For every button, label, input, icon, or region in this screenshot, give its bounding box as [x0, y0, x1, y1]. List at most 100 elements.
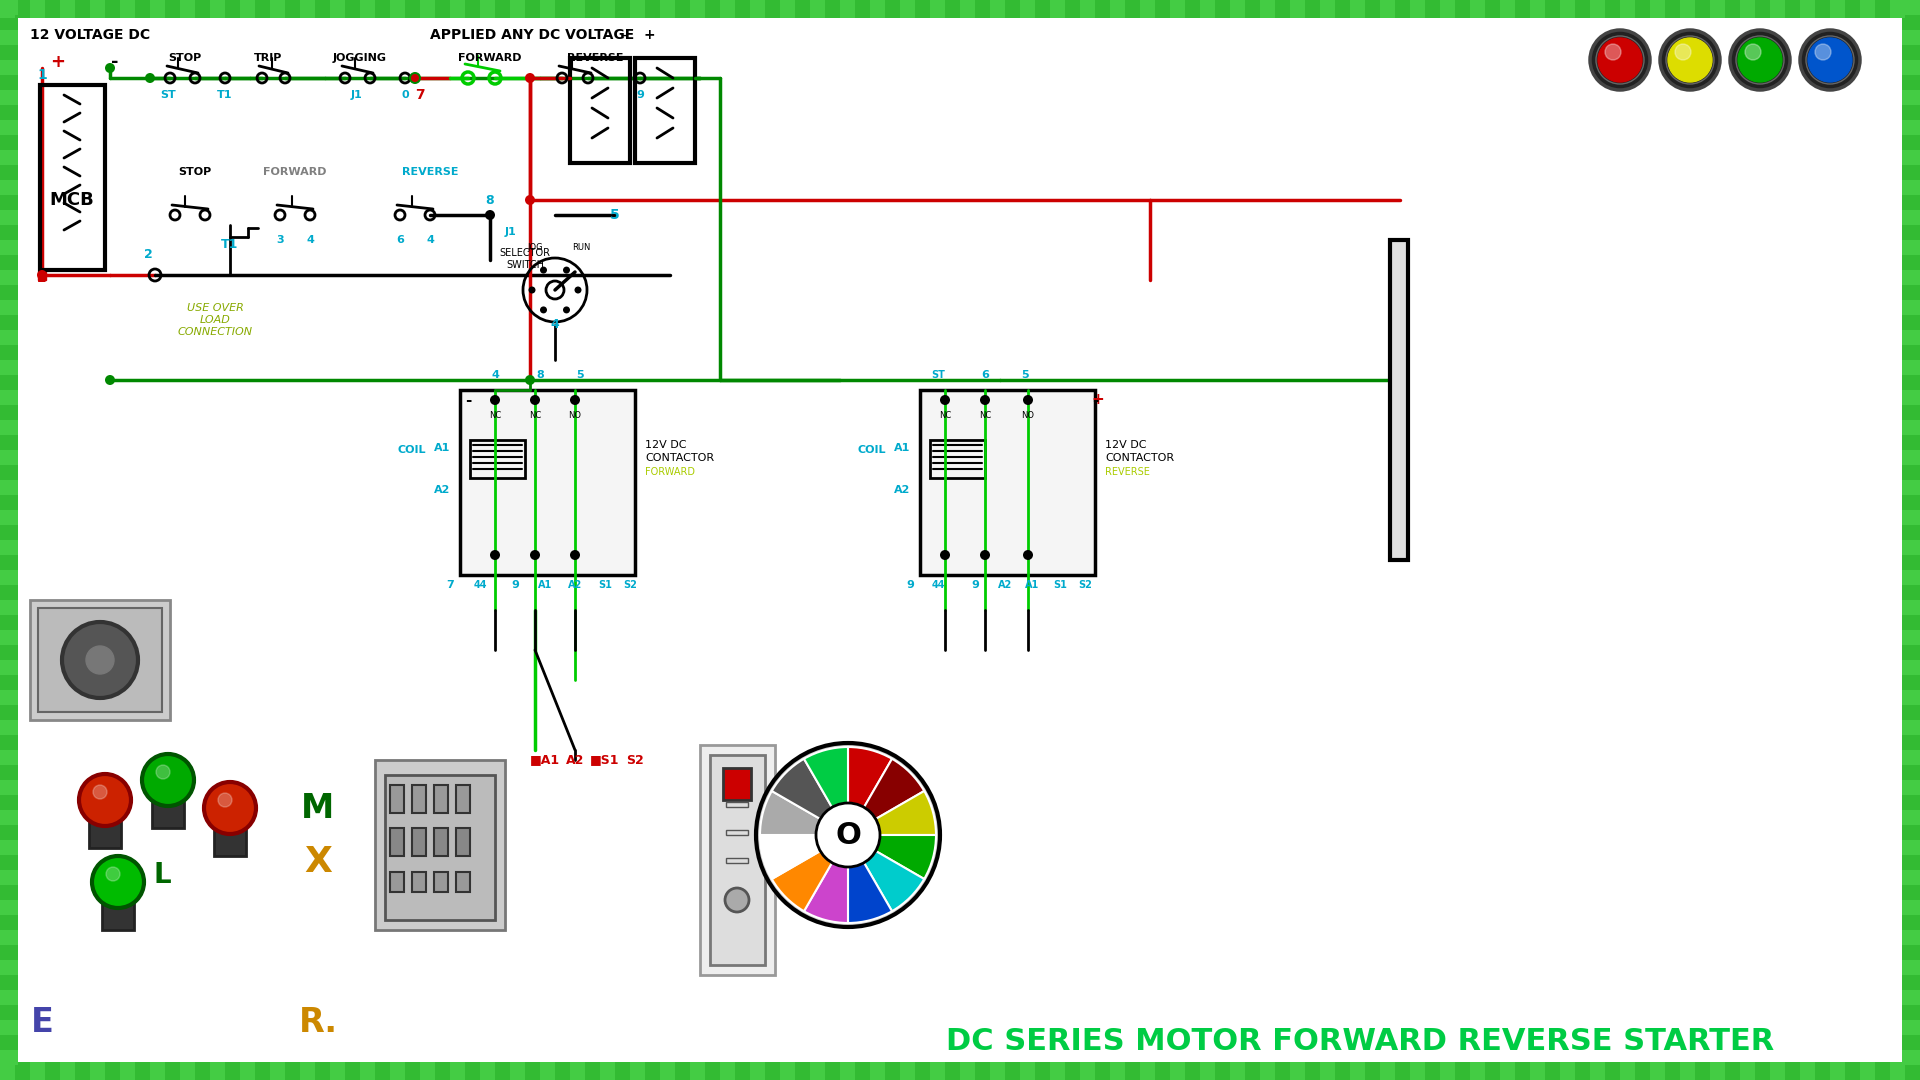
Text: ■A1: ■A1 [530, 754, 561, 767]
Text: 9: 9 [906, 580, 914, 590]
Circle shape [411, 75, 419, 82]
Bar [1903, 570, 1920, 585]
Text: SELECTOR
SWITCH: SELECTOR SWITCH [499, 248, 551, 270]
Bar [1711, 1062, 1724, 1080]
Bar [599, 1062, 614, 1080]
Text: +: + [50, 53, 65, 71]
Text: ST: ST [931, 370, 945, 380]
Bar [1903, 180, 1920, 195]
Bar [870, 0, 885, 18]
Bar [457, 872, 470, 892]
Bar [1830, 1062, 1845, 1080]
Bar [0, 960, 17, 975]
Bar [0, 780, 17, 795]
Bar [1321, 0, 1334, 18]
Wedge shape [849, 835, 924, 912]
Bar [1903, 240, 1920, 255]
Wedge shape [804, 835, 849, 923]
Text: 12 VOLTAGE DC: 12 VOLTAGE DC [31, 28, 150, 42]
Bar [1903, 90, 1920, 105]
Circle shape [1674, 44, 1692, 60]
Text: 44: 44 [931, 580, 945, 590]
Bar [1559, 1062, 1574, 1080]
Bar [390, 785, 403, 813]
Bar [449, 0, 465, 18]
Bar [1380, 0, 1396, 18]
Bar [0, 600, 17, 615]
Bar [724, 768, 751, 800]
Circle shape [1023, 550, 1033, 561]
Text: A1: A1 [1025, 580, 1039, 590]
Bar [1590, 1062, 1605, 1080]
Bar [920, 390, 1094, 575]
Bar [1711, 0, 1724, 18]
Bar [841, 0, 854, 18]
Text: -: - [465, 392, 470, 407]
Bar [1350, 0, 1365, 18]
Bar [1530, 0, 1546, 18]
Bar [90, 1062, 106, 1080]
Bar [1620, 1062, 1636, 1080]
Bar [0, 540, 17, 555]
Bar [1830, 0, 1845, 18]
Bar [1770, 0, 1786, 18]
Bar [480, 0, 495, 18]
Bar [0, 180, 17, 195]
Bar [449, 1062, 465, 1080]
Bar [1500, 1062, 1515, 1080]
Text: APPLIED ANY DC VOLTAGE  +: APPLIED ANY DC VOLTAGE + [430, 28, 655, 42]
Bar [960, 1062, 975, 1080]
Bar [119, 1062, 134, 1080]
Bar [0, 1050, 17, 1065]
Text: COIL: COIL [858, 445, 887, 455]
Bar [991, 1062, 1004, 1080]
Text: A2: A2 [434, 485, 449, 495]
Wedge shape [849, 835, 937, 879]
Text: 4: 4 [426, 235, 434, 245]
Bar [1903, 480, 1920, 495]
Bar [1500, 0, 1515, 18]
Circle shape [106, 63, 115, 73]
Circle shape [219, 793, 232, 807]
Bar [1260, 1062, 1275, 1080]
Bar [1903, 390, 1920, 405]
Bar [150, 1062, 165, 1080]
Bar [1860, 0, 1876, 18]
Text: ■S1: ■S1 [589, 754, 620, 767]
Circle shape [106, 375, 115, 384]
Bar [0, 0, 15, 18]
Circle shape [530, 395, 540, 405]
Bar [434, 785, 447, 813]
Bar [0, 660, 17, 675]
Text: NO: NO [1021, 410, 1035, 419]
Bar [1903, 150, 1920, 165]
Bar [1903, 870, 1920, 885]
Bar [1471, 0, 1484, 18]
Bar [1079, 0, 1094, 18]
Bar [810, 0, 826, 18]
Bar [1903, 510, 1920, 525]
Circle shape [1801, 30, 1860, 90]
Text: COIL: COIL [397, 445, 426, 455]
Bar [271, 0, 284, 18]
Text: 0: 0 [401, 90, 409, 100]
Bar [1200, 1062, 1215, 1080]
Circle shape [36, 270, 46, 280]
Wedge shape [849, 759, 924, 835]
Bar [1903, 690, 1920, 705]
Text: STOP: STOP [179, 167, 211, 177]
Bar [1860, 1062, 1876, 1080]
Bar [0, 570, 17, 585]
Text: STOP: STOP [169, 53, 202, 63]
Bar [457, 785, 470, 813]
Bar [1903, 960, 1920, 975]
Bar [60, 0, 75, 18]
Bar [470, 440, 524, 478]
Text: R.: R. [298, 1005, 338, 1039]
Circle shape [726, 888, 749, 912]
Bar [413, 828, 426, 856]
Text: CONTACTOR: CONTACTOR [645, 453, 714, 463]
Bar [0, 510, 17, 525]
Bar [1169, 1062, 1185, 1080]
Bar [0, 450, 17, 465]
